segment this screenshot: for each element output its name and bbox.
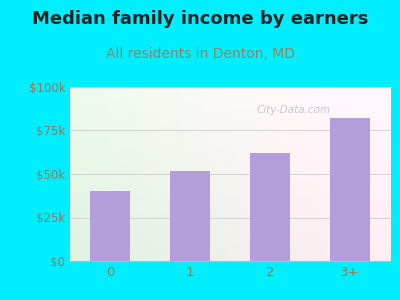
Bar bbox=[330, 118, 370, 261]
Text: City-Data.com: City-Data.com bbox=[257, 105, 331, 115]
Text: All residents in Denton, MD: All residents in Denton, MD bbox=[106, 46, 294, 61]
Bar bbox=[90, 191, 130, 261]
Text: Median family income by earners: Median family income by earners bbox=[32, 11, 368, 28]
Bar bbox=[170, 170, 210, 261]
Bar bbox=[250, 153, 290, 261]
